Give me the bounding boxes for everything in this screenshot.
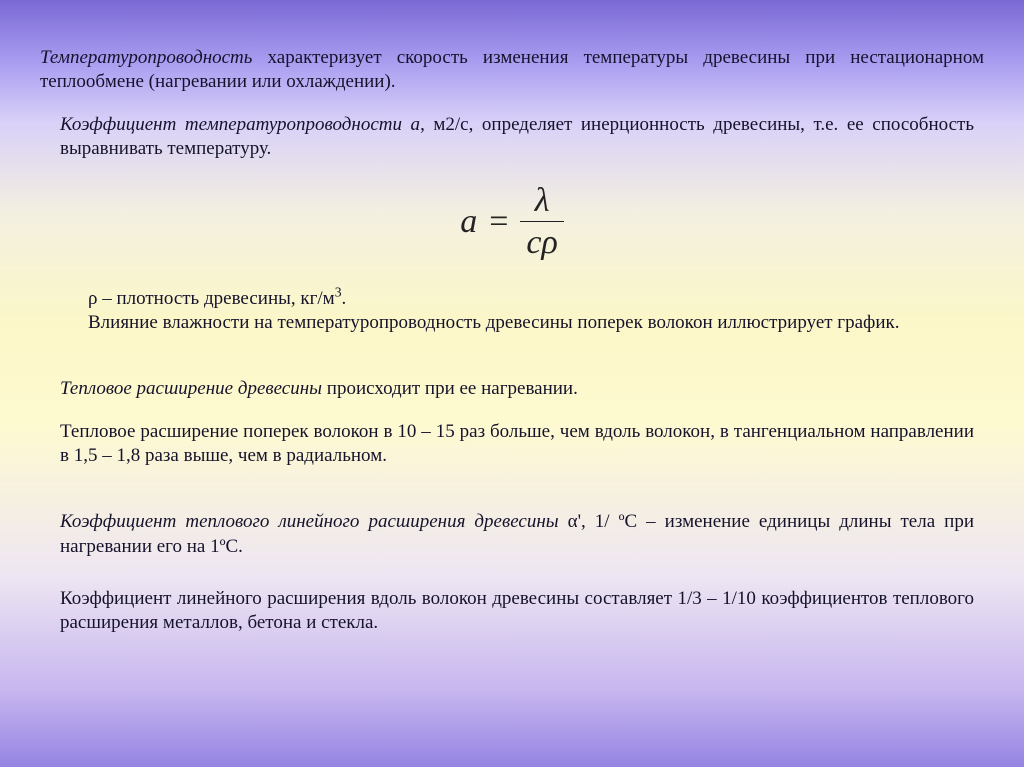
para7-text: Коэффициент линейного расширения вдоль в… (60, 587, 974, 636)
formula-lhs: a (460, 203, 477, 241)
formula-denominator: cρ (520, 222, 563, 261)
para3-line1-sup: 3 (335, 284, 342, 299)
paragraph-6: Коэффициент теплового линейного расширен… (40, 510, 984, 559)
slide-root: Температуропроводность характеризует ско… (0, 0, 1024, 767)
para4-lead: Тепловое расширение древесины (60, 378, 322, 399)
paragraph-1: Температуропроводность характеризует ско… (40, 46, 984, 95)
spacer-3 (40, 577, 984, 587)
formula-fraction: λ cρ (520, 183, 563, 260)
paragraph-2: Коэффициент температуропроводности а, м2… (40, 113, 984, 162)
paragraph-3: ρ – плотность древесины, кг/м3. Влияние … (40, 287, 984, 336)
para6-lead: Коэффициент теплового линейного расширен… (60, 511, 559, 532)
para2-lead: Коэффициент температуропроводности а (60, 114, 420, 135)
para3-line1-post: . (342, 288, 347, 309)
paragraph-5: Тепловое расширение поперек волокон в 10… (40, 420, 984, 469)
spacer-2 (40, 486, 984, 510)
formula: a = λ cρ (460, 183, 564, 260)
para1-lead: Температуропроводность (40, 47, 252, 68)
paragraph-4: Тепловое расширение древесины происходит… (40, 377, 984, 401)
para3-line1-pre: ρ – плотность древесины, кг/м (88, 288, 335, 309)
formula-block: a = λ cρ (40, 183, 984, 260)
para3-line2: Влияние влажности на температуропроводно… (88, 311, 974, 335)
formula-numerator: λ (529, 183, 556, 221)
formula-equals: = (489, 203, 508, 241)
paragraph-7: Коэффициент линейного расширения вдоль в… (40, 587, 984, 636)
slide-content: Температуропроводность характеризует ско… (12, 12, 1012, 755)
spacer-1 (40, 353, 984, 377)
para4-rest: происходит при ее нагревании. (322, 378, 578, 399)
para5-text: Тепловое расширение поперек волокон в 10… (60, 420, 974, 469)
